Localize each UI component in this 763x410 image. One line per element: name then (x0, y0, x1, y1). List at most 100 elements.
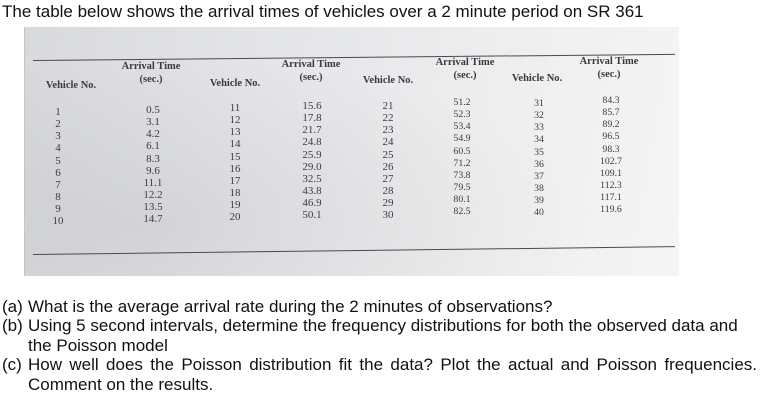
question-label: (c) (2, 355, 22, 375)
vehicle-cell: 39 (534, 195, 544, 207)
header-vehicle-no-1: Vehicle No. (45, 80, 97, 91)
vehicle-column-3: 21 22 23 24 25 26 27 28 29 30 (377, 100, 399, 222)
vehicle-cell: 28 (382, 185, 394, 198)
vehicle-cell: 26 (382, 160, 394, 173)
vehicle-column-1: 1 2 3 4 5 6 7 8 9 10 (48, 106, 68, 228)
vehicle-column-2: 11 12 13 14 15 16 17 18 19 20 (224, 102, 246, 224)
arrival-cell: 102.7 (599, 155, 623, 167)
header-arrival-time-1: Arrival Time (sec.) (121, 61, 181, 85)
vehicle-cell: 22 (382, 112, 394, 125)
question-a: (a) What is the average arrival rate dur… (2, 297, 757, 316)
vehicle-cell: 9 (55, 203, 61, 216)
vehicle-cell: 32 (534, 110, 544, 122)
arrival-cell: 32.5 (302, 172, 322, 185)
question-label: (b) (2, 316, 23, 336)
vehicle-cell: 18 (229, 187, 241, 200)
vehicle-cell: 6 (55, 166, 61, 179)
arrival-cell: 15.6 (302, 100, 322, 112)
arrival-cell: 54.9 (453, 133, 471, 145)
header-vehicle-no-2: Vehicle No. (209, 78, 261, 89)
vehicle-cell: 17 (229, 174, 241, 187)
arrival-cell: 112.3 (600, 180, 622, 192)
vehicle-cell: 23 (382, 124, 394, 137)
vehicle-cell: 12 (229, 114, 241, 127)
arrival-cell: 60.5 (453, 145, 471, 157)
arrival-cell: 84.3 (602, 95, 620, 106)
vehicle-cell: 36 (534, 158, 544, 170)
arrival-column-3: 51.2 52.3 53.4 54.9 60.5 71.2 73.8 79.5 … (444, 97, 480, 219)
vehicle-cell: 21 (382, 100, 394, 112)
vehicle-cell: 13 (229, 126, 241, 139)
arrival-column-4: 84.3 85.7 89.2 96.5 98.3 102.7 109.1 112… (592, 95, 630, 217)
vehicle-cell: 38 (534, 183, 544, 195)
arrival-cell: 117.1 (600, 192, 622, 204)
vehicle-cell: 3 (55, 130, 61, 143)
arrival-cell: 8.3 (146, 152, 160, 165)
arrival-cell: 71.2 (453, 157, 471, 169)
vehicle-cell: 19 (229, 199, 241, 212)
arrival-cell: 98.3 (602, 143, 620, 155)
arrival-cell: 3.1 (146, 116, 160, 129)
arrival-cell: 51.2 (453, 97, 471, 108)
vehicle-cell: 10 (52, 215, 64, 228)
arrival-cell: 11.1 (143, 176, 163, 189)
vehicle-cell: 35 (534, 146, 544, 158)
vehicle-cell: 34 (534, 134, 544, 146)
arrival-cell: 13.5 (143, 201, 163, 214)
arrival-cell: 53.4 (453, 121, 471, 133)
question-b: (b) Using 5 second intervals, determine … (2, 316, 757, 355)
vehicle-cell: 16 (229, 162, 241, 175)
vehicle-cell: 30 (382, 209, 394, 222)
photo-shading (25, 27, 679, 276)
vehicle-cell: 37 (534, 170, 544, 182)
arrival-cell: 46.9 (302, 197, 322, 210)
header-vehicle-no-4: Vehicle No. (511, 73, 563, 84)
arrival-column-2: 15.6 17.8 21.7 24.8 25.9 29.0 32.5 43.8 … (294, 100, 330, 222)
arrival-cell: 43.8 (302, 185, 322, 198)
arrival-cell: 119.6 (600, 204, 622, 216)
vehicle-cell: 5 (55, 154, 61, 167)
vehicle-cell: 1 (55, 106, 61, 118)
arrival-cell: 80.1 (453, 194, 471, 206)
arrival-cell: 29.0 (302, 160, 322, 173)
question-c: (c) How well does the Poisson distributi… (2, 355, 757, 394)
arrival-cell: 52.3 (453, 109, 471, 121)
arrival-cell: 9.6 (146, 164, 160, 177)
arrival-cell: 14.7 (143, 213, 163, 226)
arrival-cell: 25.9 (302, 148, 322, 161)
question-text: How well does the Poisson distribution f… (28, 355, 757, 394)
vehicle-cell: 25 (382, 148, 394, 161)
vehicle-cell: 33 (534, 122, 544, 134)
arrival-cell: 21.7 (302, 124, 322, 137)
arrival-cell: 50.1 (302, 209, 322, 222)
arrival-cell: 109.1 (599, 167, 623, 179)
arrival-cell: 24.8 (302, 136, 322, 149)
vehicle-cell: 24 (382, 136, 394, 149)
arrival-cell: 73.8 (453, 169, 471, 181)
arrival-column-1: 0.5 3.1 4.2 6.1 8.3 9.6 11.1 12.2 13.5 1… (135, 104, 171, 226)
vehicle-cell: 2 (55, 118, 61, 131)
question-text: Using 5 second intervals, determine the … (28, 316, 738, 355)
header-arrival-time-4: Arrival Time (sec.) (579, 56, 639, 80)
arrival-cell: 17.8 (302, 112, 322, 125)
vehicle-cell: 14 (229, 138, 241, 151)
arrival-cell: 12.2 (143, 189, 163, 202)
header-arrival-time-3: Arrival Time (sec.) (435, 57, 495, 81)
problem-intro: The table below shows the arrival times … (2, 2, 644, 21)
arrival-cell: 85.7 (602, 107, 620, 119)
question-label: (a) (2, 297, 23, 316)
vehicle-cell: 11 (229, 102, 241, 114)
vehicle-column-4: 31 32 33 34 35 36 37 38 39 40 (528, 98, 550, 220)
vehicle-cell: 7 (55, 178, 61, 191)
vehicle-cell: 31 (534, 98, 544, 109)
arrival-cell: 4.2 (146, 128, 160, 141)
arrival-cell: 96.5 (602, 131, 620, 143)
header-arrival-time-2: Arrival Time (sec.) (281, 59, 341, 83)
arrival-cell: 0.5 (146, 104, 160, 116)
vehicle-cell: 40 (534, 207, 544, 219)
vehicle-cell: 20 (229, 211, 241, 224)
arrival-cell: 79.5 (453, 182, 471, 194)
vehicle-cell: 15 (229, 150, 241, 163)
arrival-cell: 82.5 (453, 206, 471, 218)
header-vehicle-no-3: Vehicle No. (362, 75, 414, 86)
